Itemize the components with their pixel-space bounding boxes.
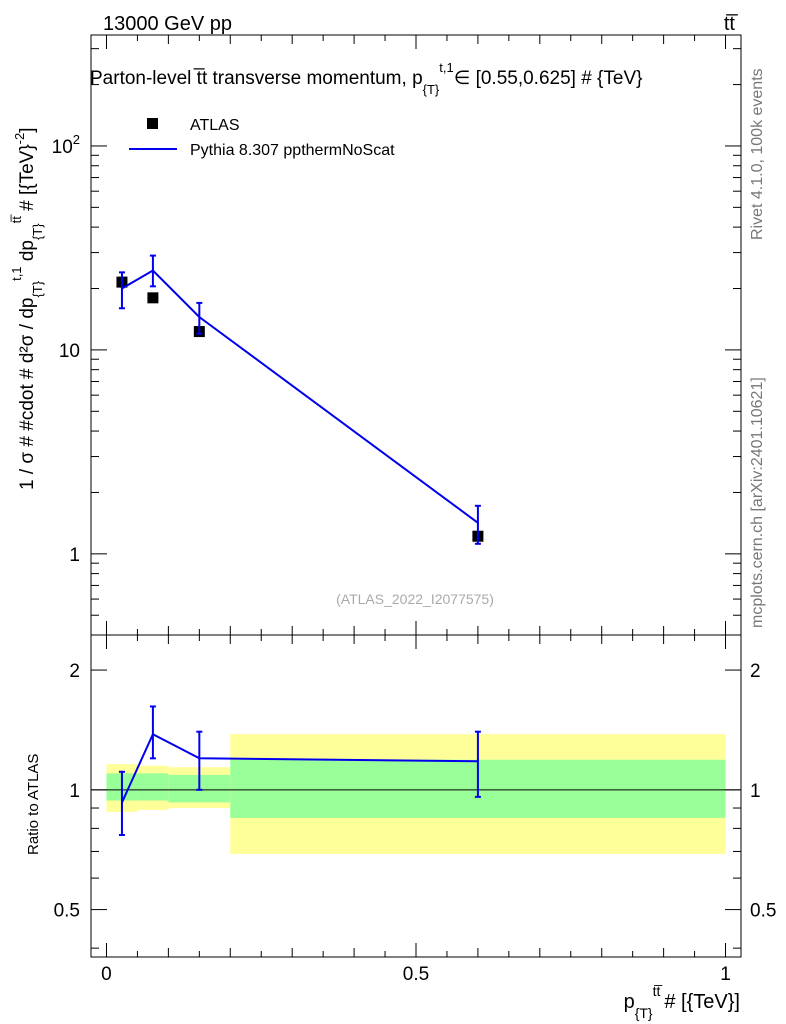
ratio-pythia-line <box>121 732 478 803</box>
x-tick-label: 0 <box>101 964 112 985</box>
x-axis-label: p{T}tt̅ # [{TeV}] <box>624 983 740 1021</box>
ratio-y-tick-label-right: 0.5 <box>750 901 776 922</box>
legend-marker-atlas <box>147 118 158 129</box>
legend-label-atlas: ATLAS <box>190 117 240 134</box>
ratio-data-layer <box>118 705 481 836</box>
analysis-watermark: (ATLAS_2022_I2077575) <box>336 591 494 607</box>
header-left: 13000 GeV pp <box>103 13 232 35</box>
chart-title: Parton-level t̅t transverse momentum, p{… <box>90 60 642 97</box>
side-label-rivet: Rivet 4.1.0, 100k events <box>749 68 766 240</box>
x-tick-label: 0.5 <box>403 964 429 985</box>
ratio-axes-layer: 0 0.5 1 0.5 0.5 1 1 2 2 <box>54 635 776 985</box>
ratio-frame <box>90 634 742 958</box>
ratio-y-tick-label-left: 0.5 <box>54 901 80 922</box>
header-right: tt̅ <box>724 13 738 35</box>
main-axes-layer: 1 10 102 <box>52 35 741 636</box>
ratio-y-tick-label-left: 1 <box>69 781 80 802</box>
y-axis-label: 1 / σ # #cdot # d²σ / dp{T}t,1 dp{T}tt̅ … <box>9 127 45 490</box>
y-tick-label: 10 <box>59 341 80 362</box>
main-frame <box>90 34 742 636</box>
ratio-band-inner <box>137 773 169 801</box>
legend-label-pythia: Pythia 8.307 ppthermNoScat <box>190 142 395 159</box>
ratio-y-tick-label-right: 1 <box>750 781 761 802</box>
y-tick-label: 102 <box>52 132 80 158</box>
ratio-y-tick-label-right: 2 <box>750 661 761 682</box>
ratio-y-axis-label: Ratio to ATLAS <box>25 754 42 855</box>
ratio-y-tick-label-left: 2 <box>69 661 80 682</box>
x-tick-label: 1 <box>720 964 731 985</box>
side-label-mcplots: mcplots.cern.ch [arXiv:2401.10621] <box>749 377 766 628</box>
atlas-data-point <box>147 292 159 304</box>
main-data-layer <box>116 254 484 545</box>
y-tick-label: 1 <box>69 545 80 566</box>
pythia-line <box>121 269 479 524</box>
